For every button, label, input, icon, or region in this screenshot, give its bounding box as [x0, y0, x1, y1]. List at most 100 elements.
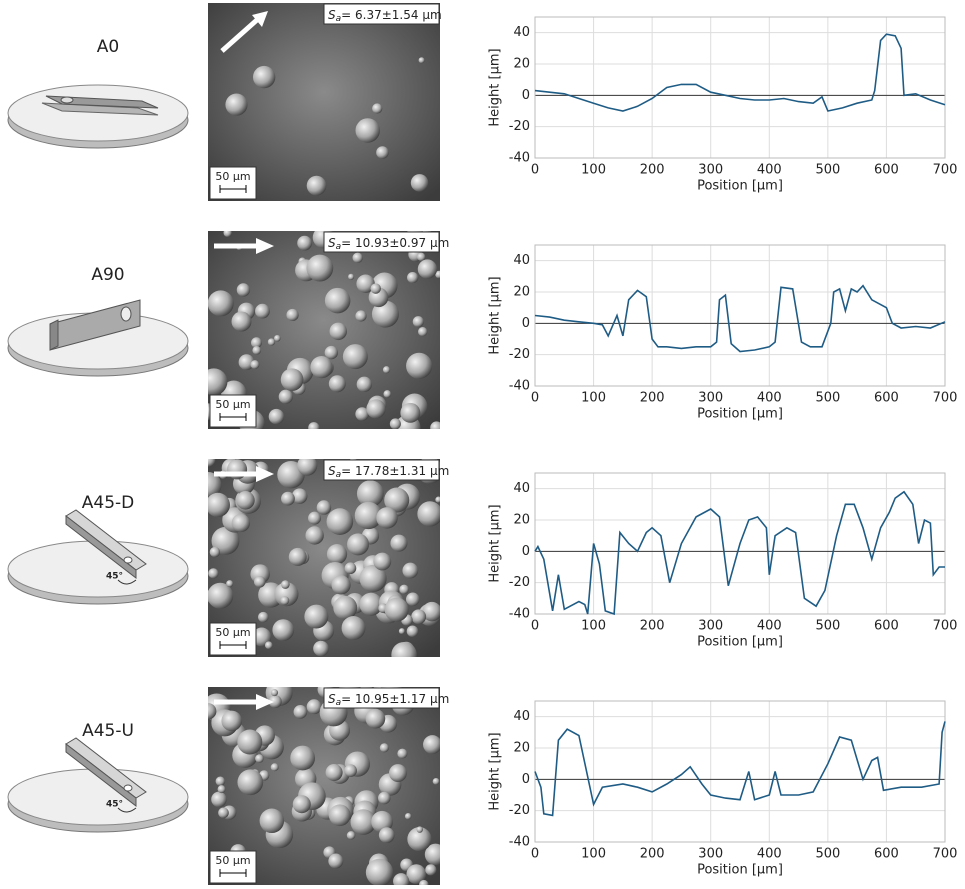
particle: [252, 627, 272, 647]
particle: [406, 592, 420, 607]
y-axis-label: Height [µm]: [488, 504, 503, 582]
scale-box: [209, 166, 257, 200]
particle: [399, 584, 409, 595]
particle: [291, 488, 308, 504]
particle: [255, 754, 264, 763]
sa-symbol: S: [328, 464, 336, 478]
y-tick-label: 0: [522, 316, 530, 331]
scale-bar: [219, 413, 247, 421]
x-tick-label: 0: [531, 163, 539, 178]
particle: [390, 534, 408, 552]
particle: [328, 804, 351, 827]
particle: [253, 576, 266, 588]
particle: [389, 764, 407, 783]
x-axis-label: Position [µm]: [697, 635, 783, 650]
scale-bar-label: 50 µm: [215, 398, 250, 411]
particle: [221, 710, 242, 732]
particle: [293, 705, 308, 719]
particle: [308, 511, 322, 525]
profile-line: [534, 33, 946, 112]
hole: [60, 96, 74, 104]
y-axis-label: Height [µm]: [488, 48, 503, 126]
x-tick-label: 0: [531, 847, 539, 862]
particle: [208, 703, 217, 720]
y-tick-label: -20: [509, 119, 530, 134]
particle: [365, 708, 386, 729]
x-tick-label: 300: [698, 619, 723, 634]
particle: [255, 303, 270, 319]
y-tick-label: 20: [513, 285, 530, 300]
particle: [411, 609, 427, 625]
particle: [406, 864, 427, 885]
particle: [310, 355, 333, 379]
scale-box: [209, 850, 257, 884]
particle: [297, 459, 318, 476]
particle: [328, 853, 344, 869]
particle: [237, 769, 264, 796]
x-tick-label: 500: [815, 163, 840, 178]
x-tick-label: 200: [640, 391, 665, 406]
particle: [355, 407, 369, 421]
particle: [280, 596, 290, 605]
profile-line: [534, 721, 946, 817]
particle: [416, 826, 423, 833]
y-tick-label: 20: [513, 513, 530, 528]
sa-label: Sa= 10.93±0.97 µm: [328, 236, 449, 252]
particle: [417, 501, 440, 527]
part: [65, 514, 137, 580]
y-tick-label: -20: [509, 803, 530, 818]
particle: [313, 640, 329, 657]
plate-top: [7, 768, 189, 826]
particle: [305, 526, 324, 545]
particle: [274, 582, 299, 607]
y-tick-label: 40: [513, 25, 530, 40]
particle: [251, 337, 262, 349]
particle: [268, 695, 282, 708]
y-tick-label: -40: [509, 607, 530, 622]
x-tick-label: 500: [815, 391, 840, 406]
particle: [274, 334, 281, 342]
plot-frame: [534, 244, 946, 387]
particle: [346, 831, 356, 840]
sa-value: = 10.93±0.97 µm: [341, 236, 449, 250]
particle: [397, 748, 408, 759]
x-tick-label: 300: [698, 391, 723, 406]
plot-frame: [534, 16, 946, 159]
particle: [393, 873, 410, 885]
particle: [217, 785, 226, 794]
particle: [272, 619, 295, 641]
particle: [208, 459, 216, 467]
scale-bar: [219, 641, 247, 649]
particle: [208, 471, 222, 499]
x-tick-label: 700: [933, 847, 958, 862]
particle: [410, 174, 429, 192]
x-axis-label: Position [µm]: [697, 863, 783, 878]
sa-label: Sa= 6.37±1.54 µm: [328, 8, 442, 24]
particle: [208, 582, 234, 609]
row-label: A45-U: [82, 721, 134, 741]
particle: [281, 491, 295, 506]
x-tick-label: 400: [757, 847, 782, 862]
particle: [417, 259, 438, 279]
y-tick-label: -40: [509, 151, 530, 166]
x-tick-label: 400: [757, 619, 782, 634]
scale-bar-label: 50 µm: [215, 626, 250, 639]
sa-subscript: a: [336, 14, 342, 24]
particle: [211, 526, 240, 555]
y-tick-label: 40: [513, 709, 530, 724]
particle: [208, 568, 219, 579]
particle: [382, 366, 391, 374]
scale-bar-label: 50 µm: [215, 854, 250, 867]
arrow-head: [256, 238, 274, 254]
y-axis-label: Height [µm]: [488, 276, 503, 354]
angle-arc: [117, 807, 137, 813]
plot-frame: [534, 700, 946, 843]
sa-box: [323, 459, 440, 481]
particle: [236, 491, 255, 510]
particle: [379, 743, 389, 753]
arrow-head: [252, 11, 268, 27]
scale-bar: [219, 869, 247, 877]
particle: [270, 689, 279, 697]
particle: [333, 595, 358, 620]
particle: [356, 376, 372, 392]
